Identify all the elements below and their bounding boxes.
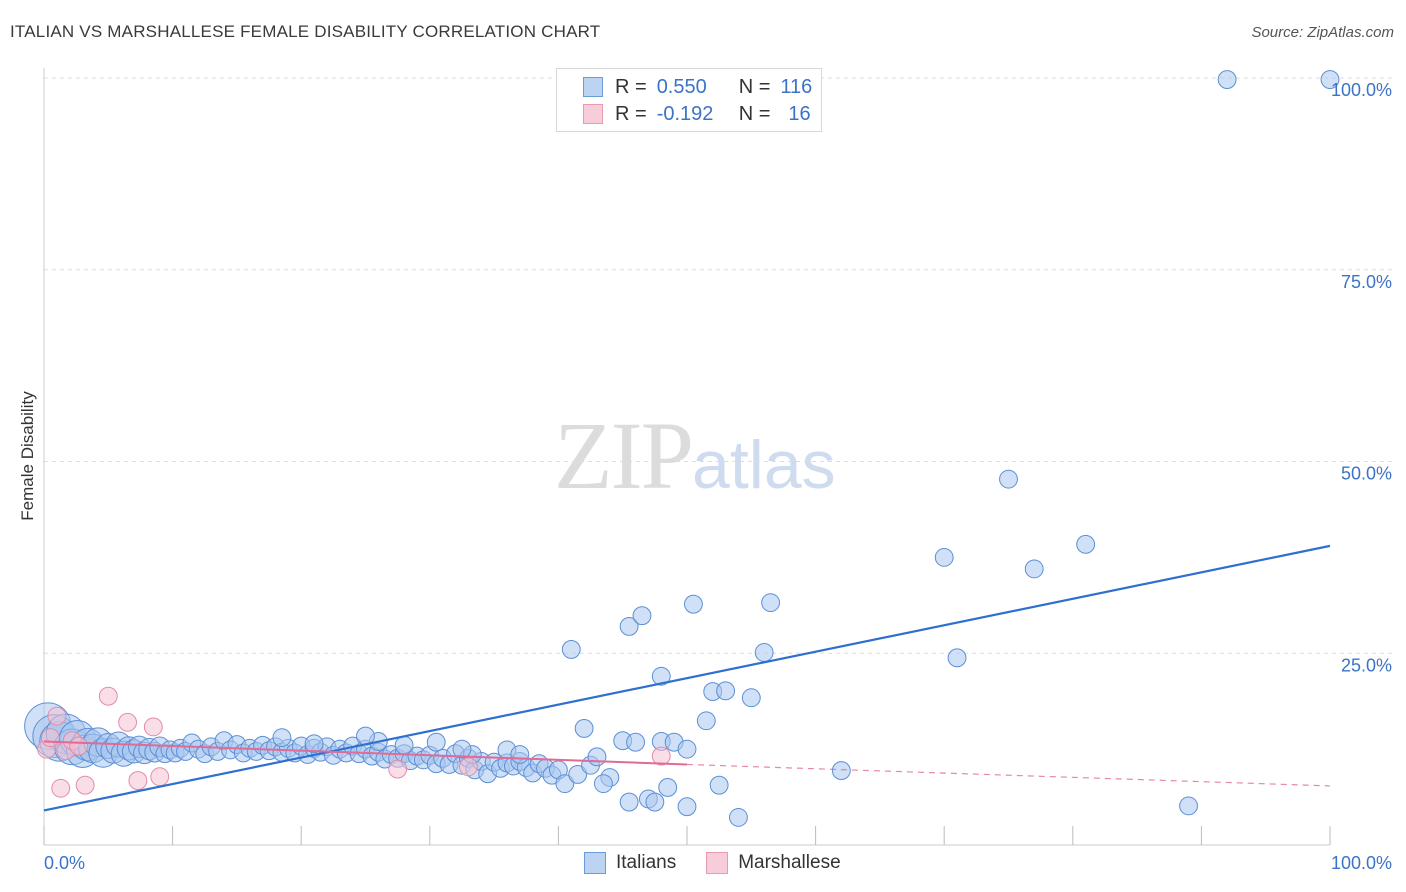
legend-label-italians: Italians [616, 852, 677, 873]
italians-point [394, 735, 414, 755]
marshallese-point [69, 736, 89, 756]
n-value: 116 [780, 75, 813, 98]
legend-row-italians: R = 0.550 N = 116 [583, 75, 812, 99]
italians-point [651, 666, 671, 686]
italians-point [1179, 796, 1198, 816]
italians-point [619, 792, 639, 812]
r-value: 0.550 [656, 75, 707, 98]
series-legend: Italians Marshallese [584, 852, 871, 874]
italians-point [272, 728, 292, 748]
trend-lines [43, 544, 1331, 812]
r-value: -0.192 [656, 102, 714, 125]
marshallese-point [41, 728, 60, 748]
series-italians [24, 70, 1340, 827]
marshallese-point [388, 759, 408, 779]
y-tick-label: 75.0% [1341, 272, 1392, 292]
legend-item-italians[interactable]: Italians [584, 852, 676, 874]
series-marshallese [37, 686, 671, 798]
source-label: Source: ZipAtlas.com [1251, 24, 1394, 41]
marshallese-point [150, 767, 170, 787]
marshallese-point [47, 706, 67, 726]
italians-point [510, 745, 530, 764]
italians-point [304, 734, 324, 754]
marshallese-point [118, 712, 138, 732]
italians-point [999, 469, 1018, 489]
tick-labels: 25.0% 50.0% 75.0% 100.0% 0.0% 100.0% [44, 80, 1392, 873]
italians-point [555, 774, 575, 794]
italians-point [632, 606, 652, 626]
italians-point [716, 681, 736, 701]
italians-point [754, 643, 774, 662]
legend-row-marshallese: R = -0.192 N = 16 [583, 102, 811, 126]
grid-lines [44, 77, 1392, 654]
x-tick-label: 100.0% [1331, 853, 1392, 873]
marshallese-point [143, 717, 163, 737]
marshallese-point [458, 757, 478, 777]
italians-point [677, 739, 697, 759]
italians-point [684, 594, 703, 614]
axes [43, 68, 1331, 846]
marshallese-trend-line [43, 740, 688, 766]
italians-point [761, 593, 781, 613]
marshallese-point [651, 746, 671, 766]
italians-point [626, 732, 645, 752]
chart-title: ITALIAN VS MARSHALLESE FEMALE DISABILITY… [10, 22, 601, 41]
marshallese-trend-extension [686, 763, 1331, 787]
italians-point [426, 732, 446, 752]
legend-item-marshallese[interactable]: Marshallese [706, 852, 841, 874]
y-tick-label: 50.0% [1341, 464, 1392, 484]
x-tick-label: 0.0% [44, 853, 85, 873]
legend-swatch-italians [584, 852, 606, 874]
y-tick-label: 100.0% [1331, 80, 1392, 100]
italians-point [709, 775, 729, 795]
italians-point [587, 747, 607, 767]
n-label: N = [738, 75, 771, 98]
marshallese-point [75, 775, 95, 795]
italians-trend-line [43, 544, 1331, 812]
r-label: R = [615, 75, 647, 98]
italians-point [831, 761, 851, 781]
correlation-legend: R = 0.550 N = 116 R = -0.192 N = 16 [556, 68, 822, 132]
italians-point [677, 797, 697, 817]
marshallese-point [128, 771, 148, 791]
italians-point [741, 688, 761, 708]
legend-swatch-italians [583, 77, 603, 97]
italians-point [1217, 70, 1237, 89]
watermark: ZIPatlas [554, 400, 836, 511]
italians-point [658, 778, 678, 797]
italians-point [619, 616, 639, 636]
italians-point [645, 792, 665, 812]
italians-point [1076, 534, 1096, 554]
italians-point [947, 648, 967, 668]
legend-swatch-marshallese [706, 852, 729, 874]
y-tick-label: 25.0% [1341, 655, 1392, 675]
italians-point [561, 639, 581, 659]
legend-label-marshallese: Marshallese [738, 852, 841, 873]
n-value: 16 [788, 102, 811, 125]
watermark-atlas: atlas [692, 427, 836, 503]
n-label: N = [738, 102, 771, 125]
marshallese-point [51, 778, 71, 798]
italians-point [1320, 70, 1340, 89]
italians-point [593, 774, 613, 794]
italians-point [696, 711, 716, 731]
legend-swatch-marshallese [583, 104, 603, 124]
italians-point [1024, 559, 1044, 579]
marshallese-point [98, 686, 118, 706]
italians-point [574, 718, 594, 738]
italians-point [568, 765, 588, 784]
italians-point [934, 547, 954, 567]
italians-point [452, 739, 472, 759]
r-label: R = [615, 102, 647, 125]
italians-point [729, 807, 748, 827]
watermark-zip: ZIP [554, 402, 694, 509]
